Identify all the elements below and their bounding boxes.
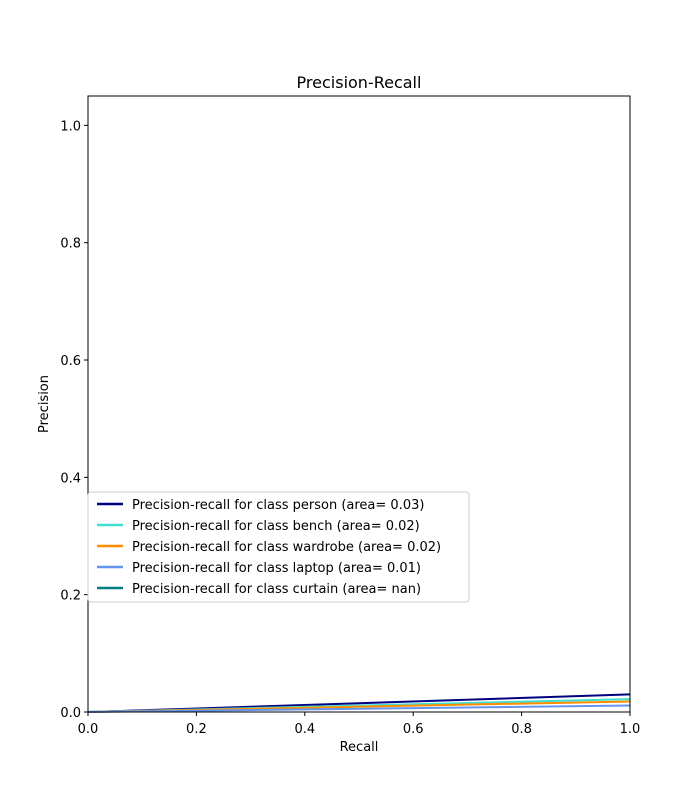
y-tick-label: 0.0 xyxy=(60,706,81,721)
y-tick-label: 0.6 xyxy=(60,354,81,369)
legend-box xyxy=(87,491,470,603)
legend: Precision-recall for class person (area=… xyxy=(87,491,470,603)
plot-frame xyxy=(87,95,631,713)
x-tick-label: 1.0 xyxy=(620,722,641,737)
x-tick-label: 0.8 xyxy=(511,722,532,737)
series-layer xyxy=(87,693,631,713)
y-tick-label: 0.8 xyxy=(60,237,81,252)
chart-title: Precision-Recall xyxy=(297,73,422,92)
legend-entry: Precision-recall for class person (area=… xyxy=(132,498,424,513)
x-tick-label: 0.2 xyxy=(186,722,207,737)
series-line-3 xyxy=(87,704,631,713)
y-tick-label: 0.4 xyxy=(60,471,81,486)
y-tick-label: 0.2 xyxy=(60,589,81,604)
y-axis-label: Precision xyxy=(37,375,52,433)
x-tick-label: 0.6 xyxy=(403,722,424,737)
x-axis-label: Recall xyxy=(340,740,379,755)
x-tick-label: 0.0 xyxy=(78,722,99,737)
x-tick-label: 0.4 xyxy=(294,722,315,737)
y-axis: 0.0 0.2 0.4 0.6 0.8 1.0 xyxy=(60,119,88,721)
y-tick-label: 1.0 xyxy=(60,119,81,134)
plot-area xyxy=(88,96,630,712)
legend-entry: Precision-recall for class wardrobe (are… xyxy=(132,540,441,555)
legend-entry: Precision-recall for class curtain (area… xyxy=(132,582,421,597)
x-axis: 0.0 0.2 0.4 0.6 0.8 1.0 xyxy=(78,712,641,737)
legend-entry: Precision-recall for class laptop (area=… xyxy=(132,561,421,576)
legend-entry: Precision-recall for class bench (area= … xyxy=(132,519,420,534)
